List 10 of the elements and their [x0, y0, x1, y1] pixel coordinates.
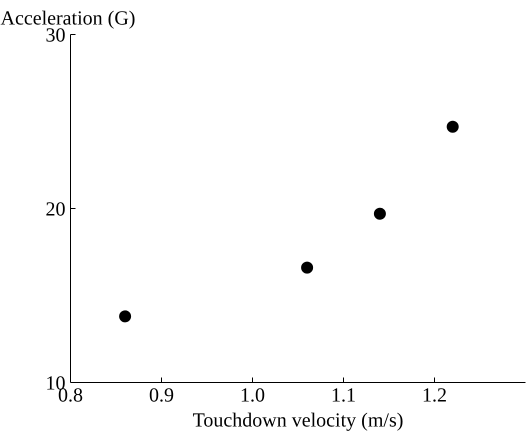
point: [374, 208, 386, 220]
point: [301, 262, 314, 274]
x-tick-label: 1.2: [422, 384, 447, 406]
point: [446, 120, 459, 133]
y-tick-label: 20: [46, 198, 66, 220]
x-tick-label: 0.9: [149, 384, 174, 406]
x-tick-label: 1.1: [331, 384, 356, 406]
x-tick-label: 1.0: [240, 384, 265, 406]
x-axis-title: Touchdown velocity (m/s): [192, 410, 404, 432]
point: [119, 310, 132, 322]
